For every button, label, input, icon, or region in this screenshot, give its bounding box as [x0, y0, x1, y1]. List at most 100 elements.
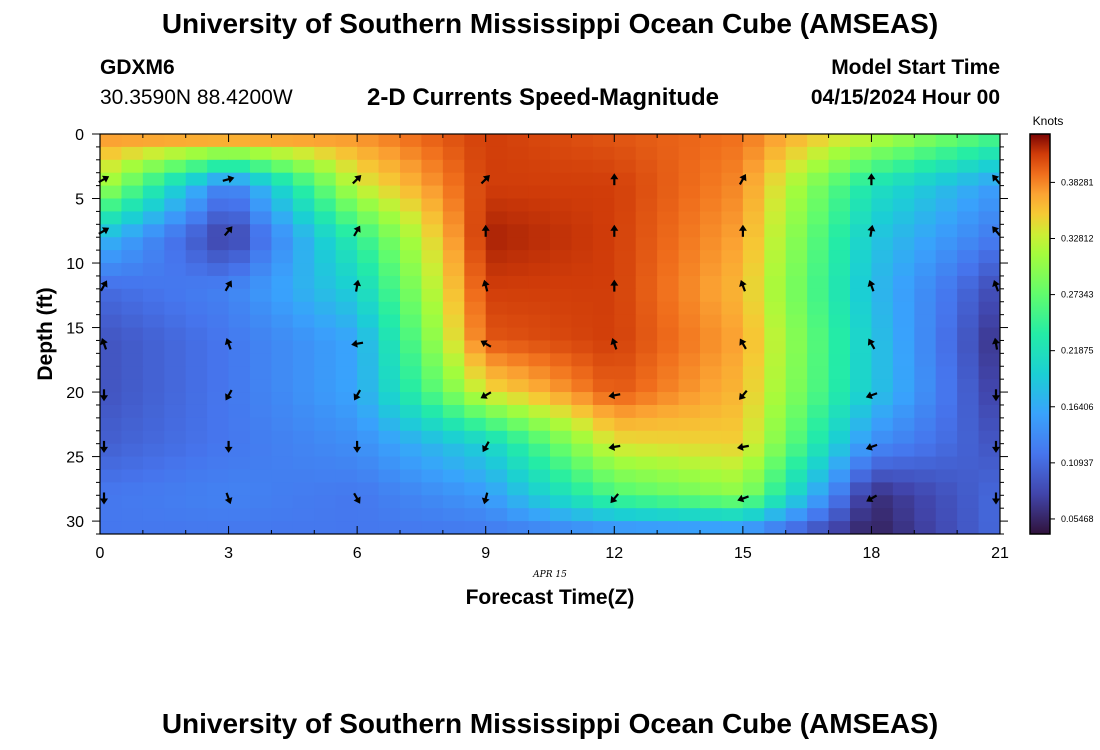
heatmap-cell: [828, 482, 851, 496]
heatmap-cell: [442, 237, 465, 251]
x-tick-label: 0: [96, 545, 105, 562]
heatmap-cell: [185, 314, 208, 329]
heatmap-cell: [571, 288, 594, 303]
heatmap-cell: [442, 469, 465, 483]
heatmap-cell: [614, 288, 637, 303]
heatmap-cell: [314, 211, 337, 225]
heatmap-cell: [121, 250, 144, 264]
heatmap-cell: [571, 224, 594, 238]
heatmap-cell: [357, 224, 380, 238]
heatmap-cell: [635, 508, 658, 522]
heatmap-cell: [871, 521, 894, 534]
heatmap-cell: [850, 469, 873, 483]
heatmap-cell: [871, 275, 894, 290]
current-arrow: [610, 279, 619, 292]
heatmap-cell: [678, 469, 701, 483]
heatmap-cell: [142, 288, 165, 303]
heatmap-cell: [271, 211, 294, 225]
heatmap-cell: [871, 456, 894, 471]
arrow-head: [992, 337, 1000, 345]
current-arrow: [867, 338, 876, 350]
heatmap-cell: [421, 392, 444, 406]
heatmap-cell: [657, 482, 680, 496]
heatmap-cell: [721, 146, 744, 161]
heatmap-cell: [721, 237, 744, 251]
heatmap-cell: [314, 521, 337, 534]
heatmap-cell: [700, 198, 723, 213]
heatmap-cell: [442, 495, 465, 509]
heatmap-cell: [935, 404, 958, 419]
heatmap-cell: [207, 404, 230, 419]
arrow-head: [867, 224, 876, 232]
heatmap-cell: [121, 288, 144, 303]
heatmap-cell: [421, 430, 444, 445]
current-arrow: [353, 440, 362, 453]
heatmap-cell: [957, 172, 980, 187]
heatmap-cell: [207, 508, 230, 522]
heatmap-cell: [292, 392, 315, 406]
heatmap-cell: [421, 508, 444, 522]
heatmap-cell: [550, 430, 573, 445]
heatmap-cell: [378, 469, 401, 483]
heatmap-cell: [485, 198, 508, 213]
heatmap-cell: [614, 237, 637, 251]
heatmap-cell: [207, 250, 230, 264]
heatmap-cell: [592, 134, 615, 148]
heatmap-cell: [550, 134, 573, 148]
heatmap-cell: [464, 340, 487, 354]
heatmap-cell: [700, 379, 723, 393]
heatmap-cell: [807, 327, 830, 342]
heatmap-cell: [742, 392, 765, 406]
heatmap-cell: [400, 430, 423, 445]
heatmap-cell: [207, 288, 230, 303]
heatmap-cell: [807, 146, 830, 161]
current-arrow: [610, 173, 619, 186]
heatmap-cell: [142, 482, 165, 496]
arrow-head: [867, 338, 875, 346]
heatmap-cell: [185, 237, 208, 251]
heatmap-cell: [614, 379, 637, 393]
heatmap-cell: [957, 508, 980, 522]
heatmap-cell: [207, 392, 230, 406]
heatmap-cell: [571, 146, 594, 161]
heatmap-cell: [507, 417, 530, 432]
heatmap-cell: [935, 508, 958, 522]
heatmap-cell: [935, 159, 958, 174]
heatmap-cell: [785, 301, 808, 316]
heatmap-cell: [657, 250, 680, 264]
heatmap-cell: [957, 443, 980, 458]
heatmap-cell: [657, 353, 680, 367]
heatmap-cell: [678, 417, 701, 432]
heatmap-cell: [785, 250, 808, 264]
arrow-head: [482, 444, 490, 453]
heatmap-cell: [807, 211, 830, 225]
heatmap-cell: [892, 430, 915, 445]
heatmap-cell: [785, 417, 808, 432]
heatmap-cell: [935, 134, 958, 148]
heatmap-cell: [142, 224, 165, 238]
heatmap-cell: [442, 404, 465, 419]
heatmap-cell: [828, 198, 851, 213]
arrow-head: [480, 340, 488, 348]
heatmap-cell: [892, 508, 915, 522]
heatmap-cell: [442, 430, 465, 445]
heatmap-cell: [228, 521, 251, 534]
heatmap-cell: [978, 288, 1000, 303]
heatmap-cell: [271, 263, 294, 277]
heatmap-cell: [828, 314, 851, 329]
heatmap-cell: [335, 521, 358, 534]
heatmap-cell: [142, 211, 165, 225]
heatmap-cell: [378, 159, 401, 174]
heatmap-cell: [678, 146, 701, 161]
heatmap-cell: [314, 340, 337, 354]
heatmap-cell: [914, 340, 937, 354]
heatmap-cell: [657, 508, 680, 522]
heatmap-cell: [464, 314, 487, 329]
heatmap-cell: [742, 224, 765, 238]
current-arrow: [353, 389, 362, 401]
heatmap-cell: [935, 366, 958, 380]
heatmap-cell: [807, 340, 830, 354]
heatmap-cell: [892, 482, 915, 496]
heatmap-cell: [528, 211, 551, 225]
heatmap-cell: [635, 353, 658, 367]
